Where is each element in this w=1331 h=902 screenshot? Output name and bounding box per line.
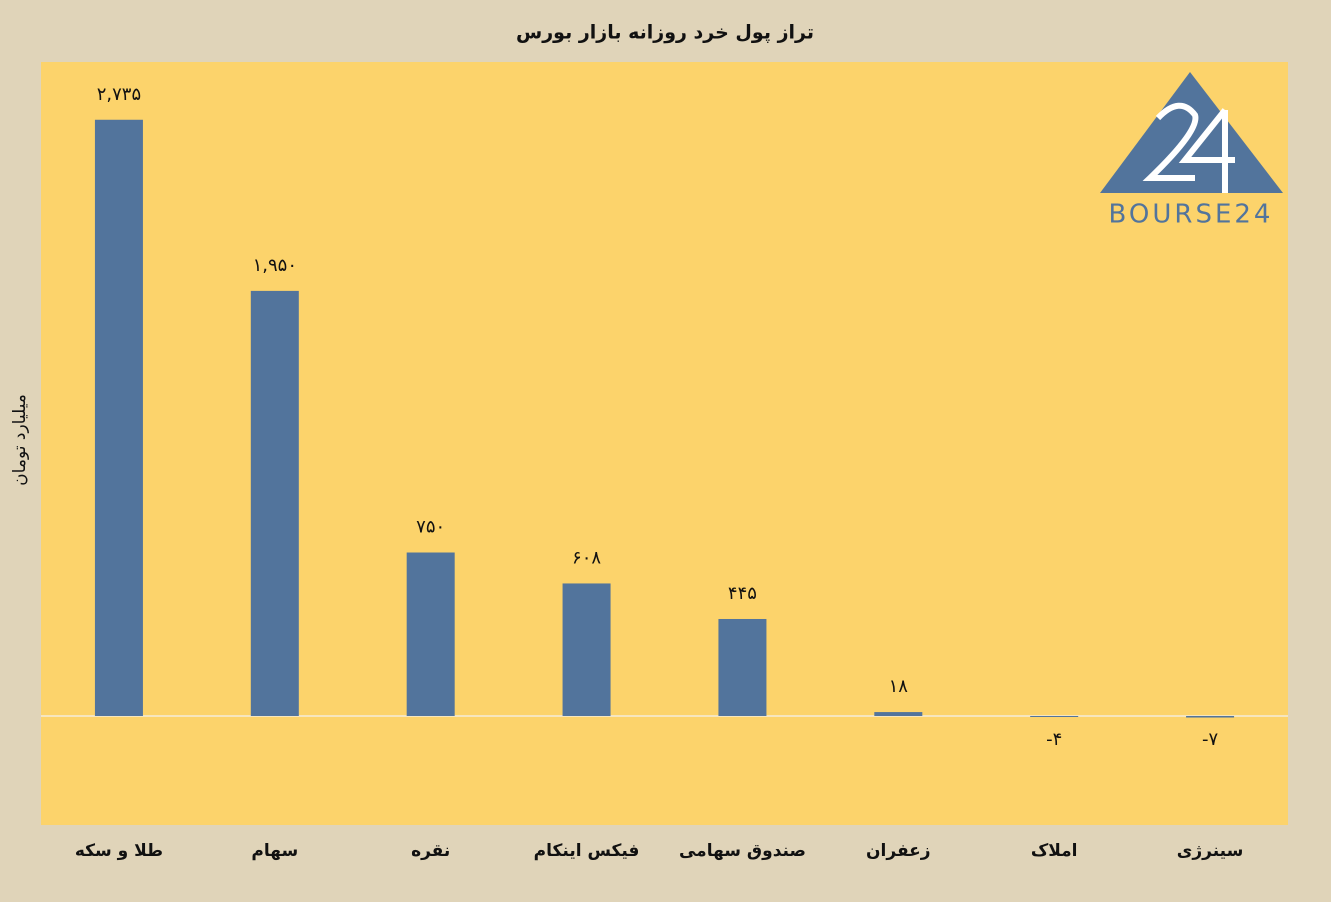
bar <box>562 583 611 716</box>
bar <box>1030 716 1079 717</box>
x-tick-label: سهام <box>251 841 298 861</box>
bar <box>1186 716 1235 718</box>
bar <box>250 290 299 716</box>
bar <box>718 618 767 716</box>
x-tick-label: نقره <box>411 841 450 861</box>
data-label: ۴۴۵ <box>728 583 757 604</box>
x-tick-label: طلا و سکه <box>75 841 163 861</box>
chart-title: تراز پول خرد روزانه بازار بورس <box>516 22 814 44</box>
logo-mark <box>1142 102 1235 193</box>
x-tick-label: فیکس اینکام <box>534 841 640 861</box>
bar <box>406 552 455 716</box>
data-label: -۴ <box>1046 729 1062 750</box>
x-tick-label: سینرژی <box>1177 841 1244 861</box>
data-label: ۷۵۰ <box>416 517 445 538</box>
bar <box>874 712 923 716</box>
data-label: ۱۸ <box>889 676 909 697</box>
y-axis-label: میلیارد تومان <box>10 394 30 486</box>
bar <box>94 119 143 716</box>
data-label: ۲,۷۳۵ <box>97 84 141 105</box>
data-label: ۱,۹۵۰ <box>253 255 297 276</box>
logo: BOURSE24 <box>1100 72 1283 230</box>
data-label: -۷ <box>1202 729 1218 750</box>
plot-area <box>41 62 1288 825</box>
x-tick-label: صندوق سهامی <box>679 841 806 861</box>
logo-text: BOURSE24 <box>1109 200 1274 230</box>
x-tick-label: زعفران <box>866 841 931 861</box>
data-label: ۶۰۸ <box>572 547 601 568</box>
x-tick-label: املاک <box>1031 841 1078 861</box>
